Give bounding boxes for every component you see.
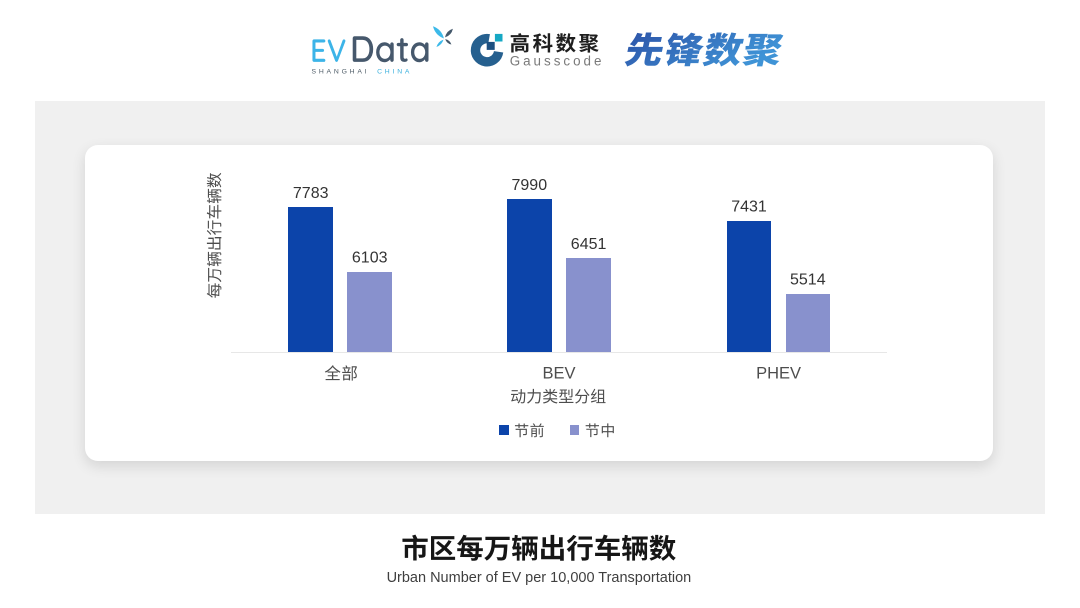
svg-text:7783: 7783 (293, 185, 329, 202)
svg-text:SHANGHAI CHINA: SHANGHAI CHINA (312, 68, 413, 75)
svg-text:Urban Number of EV per 10,000: Urban Number of EV per 10,000 Transporta… (387, 570, 692, 586)
svg-text:7990: 7990 (512, 177, 548, 194)
svg-text:5514: 5514 (790, 272, 826, 289)
svg-text:6451: 6451 (571, 236, 607, 253)
svg-text:Gausscode: Gausscode (510, 54, 605, 69)
svg-text:7431: 7431 (731, 199, 767, 216)
svg-text:BEV: BEV (542, 364, 575, 382)
svg-text:PHEV: PHEV (756, 364, 801, 382)
svg-text:6103: 6103 (352, 249, 388, 266)
